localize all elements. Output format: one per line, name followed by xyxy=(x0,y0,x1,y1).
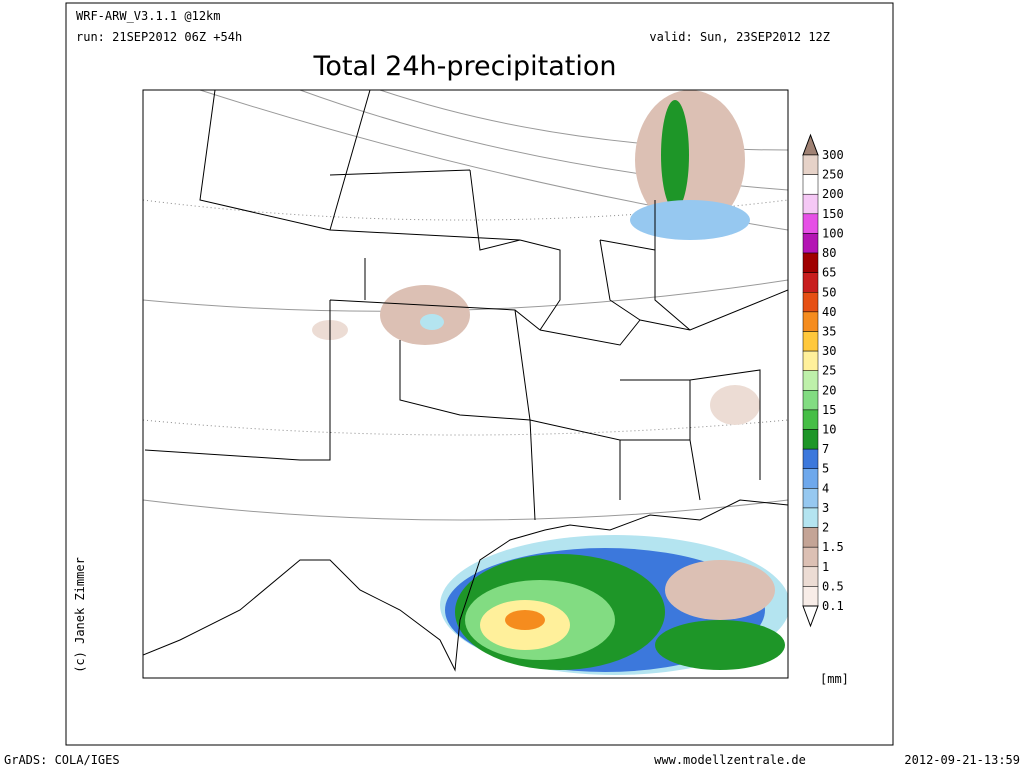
colorbar: 300 250 200 150 100 80 65 50 40 35 30 25 20 15 10 7 5 4 3 2… xyxy=(802,133,844,628)
colorbar-label: 1.5 xyxy=(822,540,844,554)
precip-area xyxy=(630,200,750,240)
colorbar-label: 0.1 xyxy=(822,599,844,613)
colorbar-label: 40 xyxy=(822,305,836,319)
colorbar-box xyxy=(802,507,819,528)
precip-area xyxy=(380,285,470,345)
colorbar-label: 250 xyxy=(822,168,844,182)
colorbar-box xyxy=(802,448,819,469)
colorbar-box xyxy=(802,311,819,332)
colorbar-label: 300 xyxy=(822,148,844,162)
colorbar-label: 20 xyxy=(822,383,836,397)
colorbar-label: 4 xyxy=(822,481,829,495)
colorbar-label: 15 xyxy=(822,403,836,417)
colorbar-box xyxy=(802,174,819,195)
unit-label: [mm] xyxy=(820,672,849,686)
model-label: WRF-ARW_V3.1.1 @12km xyxy=(76,9,221,23)
colorbar-box xyxy=(802,586,819,607)
colorbar-label: 30 xyxy=(822,344,836,358)
colorbar-label: 100 xyxy=(822,226,844,240)
colorbar-label: 25 xyxy=(822,364,836,378)
colorbar-label: 200 xyxy=(822,187,844,201)
outer-frame xyxy=(65,2,894,746)
colorbar-box xyxy=(802,213,819,234)
precip-area xyxy=(420,314,444,330)
colorbar-box xyxy=(802,566,819,587)
colorbar-label: 1 xyxy=(822,560,829,574)
colorbar-box xyxy=(802,370,819,391)
colorbar-box xyxy=(802,233,819,254)
colorbar-box xyxy=(802,331,819,352)
credit: (c) Janek Zimmer xyxy=(73,557,87,673)
colorbar-label: 3 xyxy=(822,501,829,515)
colorbar-label: 80 xyxy=(822,246,836,260)
colorbar-label: 0.5 xyxy=(822,579,844,593)
colorbar-box xyxy=(802,390,819,411)
colorbar-label: 35 xyxy=(822,324,836,338)
colorbar-box xyxy=(802,193,819,215)
colorbar-label: 5 xyxy=(822,462,829,476)
colorbar-label: 10 xyxy=(822,423,836,437)
colorbar-label: 50 xyxy=(822,285,836,299)
run-label: run: 21SEP2012 06Z +54h xyxy=(76,30,242,44)
colorbar-box xyxy=(802,350,819,371)
title: Total 24h-precipitation xyxy=(313,51,617,82)
colorbar-label: 150 xyxy=(822,207,844,221)
colorbar-label: 7 xyxy=(822,442,829,456)
coastline xyxy=(143,499,788,672)
precip-area xyxy=(635,90,745,230)
colorbar-box xyxy=(802,546,819,568)
precip-area xyxy=(665,560,775,620)
colorbar-box xyxy=(802,468,819,489)
colorbar-triangle xyxy=(802,605,819,628)
colorbar-label: 65 xyxy=(822,266,836,280)
colorbar-box xyxy=(802,488,819,509)
state-borders xyxy=(144,90,788,521)
colorbar-box xyxy=(802,272,819,293)
colorbar-box xyxy=(802,527,819,548)
footer-right: 2012-09-21-13:59 xyxy=(904,753,1020,767)
precip-area xyxy=(710,385,760,425)
precip-area xyxy=(505,610,545,630)
precip-area xyxy=(655,620,785,670)
colorbar-box xyxy=(802,154,819,175)
colorbar-triangle xyxy=(802,133,819,156)
footer-left: GrADS: COLA/IGES xyxy=(4,753,120,767)
colorbar-box xyxy=(802,252,819,273)
map xyxy=(143,90,788,678)
lat-lines xyxy=(143,199,788,436)
colorbar-box xyxy=(802,429,819,450)
colorbar-box xyxy=(802,292,819,313)
colorbar-label: 2 xyxy=(822,521,829,535)
precip-area xyxy=(661,100,689,210)
colorbar-box xyxy=(802,409,819,430)
footer-center: www.modellzentrale.de xyxy=(654,753,806,767)
map-frame xyxy=(142,89,789,679)
valid-label: valid: Sun, 23SEP2012 12Z xyxy=(649,30,830,44)
